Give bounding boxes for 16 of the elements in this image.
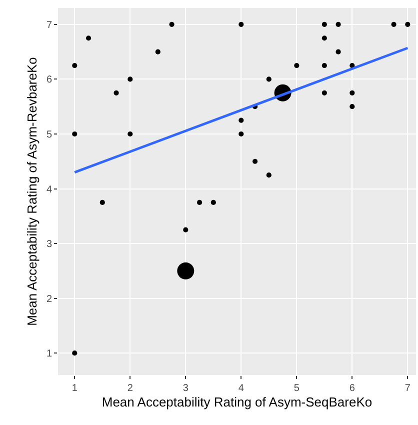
y-tick-label: 5: [46, 129, 52, 140]
x-tick-label: 7: [404, 383, 411, 394]
y-axis-title: Mean Acceptability Rating of Asym-RevbareKo: [24, 57, 40, 326]
y-tick-label: 7: [46, 20, 52, 31]
x-tick-label: 4: [238, 383, 244, 394]
x-tick-label: 2: [127, 383, 134, 394]
y-tick-label: 3: [46, 239, 52, 250]
x-tick-label: 6: [349, 383, 356, 394]
x-tick-label: 1: [72, 383, 78, 394]
y-tick-label: 2: [46, 294, 52, 305]
x-tick-label: 5: [294, 383, 300, 394]
y-tick-label: 6: [46, 74, 52, 86]
x-tick-label: 3: [182, 383, 189, 394]
y-tick-label: 1: [46, 348, 52, 360]
x-axis-title: Mean Acceptability Rating of Asym-SeqBareKo: [102, 394, 372, 410]
y-tick-label: 4: [46, 184, 52, 196]
